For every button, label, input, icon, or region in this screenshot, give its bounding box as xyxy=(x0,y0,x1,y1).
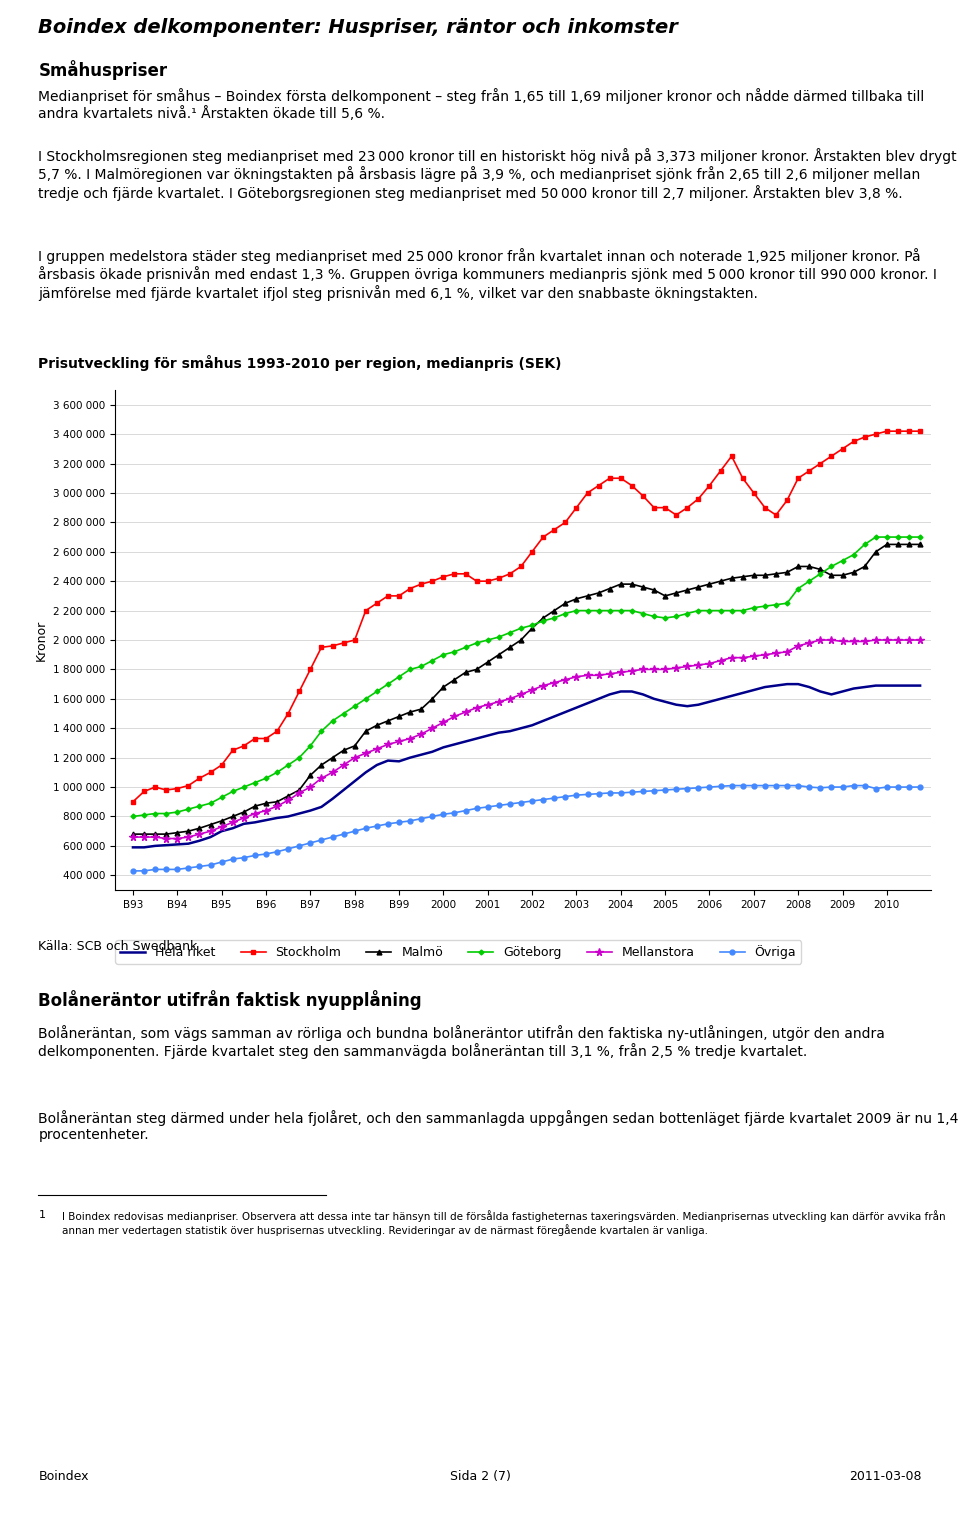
Text: Prisutveckling för småhus 1993-2010 per region, medianpris (SEK): Prisutveckling för småhus 1993-2010 per … xyxy=(38,355,562,372)
Text: I gruppen medelstora städer steg medianpriset med 25 000 kronor från kvartalet i: I gruppen medelstora städer steg medianp… xyxy=(38,247,937,300)
Text: Bolåneräntan, som vägs samman av rörliga och bundna bolåneräntor utifrån den fak: Bolåneräntan, som vägs samman av rörliga… xyxy=(38,1025,885,1059)
Text: Sida 2 (7): Sida 2 (7) xyxy=(449,1470,511,1484)
Text: Bolåneräntor utifrån faktisk nyupplåning: Bolåneräntor utifrån faktisk nyupplåning xyxy=(38,991,422,1010)
Text: I Boindex redovisas medianpriser. Observera att dessa inte tar hänsyn till de fö: I Boindex redovisas medianpriser. Observ… xyxy=(62,1211,946,1236)
Y-axis label: Kronor: Kronor xyxy=(35,619,48,660)
Text: Boindex delkomponenter: Huspriser, räntor och inkomster: Boindex delkomponenter: Huspriser, ränto… xyxy=(38,18,679,36)
Text: Boindex: Boindex xyxy=(38,1470,89,1484)
Text: 1: 1 xyxy=(38,1211,45,1220)
Text: 2011-03-08: 2011-03-08 xyxy=(849,1470,922,1484)
Text: Medianpriset för småhus – Boindex första delkomponent – steg från 1,65 till 1,69: Medianpriset för småhus – Boindex första… xyxy=(38,88,924,121)
Text: I Stockholmsregionen steg medianpriset med 23 000 kronor till en historiskt hög : I Stockholmsregionen steg medianpriset m… xyxy=(38,149,957,202)
Text: Småhuspriser: Småhuspriser xyxy=(38,61,168,80)
Text: Källa: SCB och Swedbank: Källa: SCB och Swedbank xyxy=(38,941,198,953)
Text: Bolåneräntan steg därmed under hela fjolåret, och den sammanlagda uppgången seda: Bolåneräntan steg därmed under hela fjol… xyxy=(38,1110,959,1142)
Legend: Hela riket, Stockholm, Malmö, Göteborg, Mellanstora, Övriga: Hela riket, Stockholm, Malmö, Göteborg, … xyxy=(115,941,802,963)
